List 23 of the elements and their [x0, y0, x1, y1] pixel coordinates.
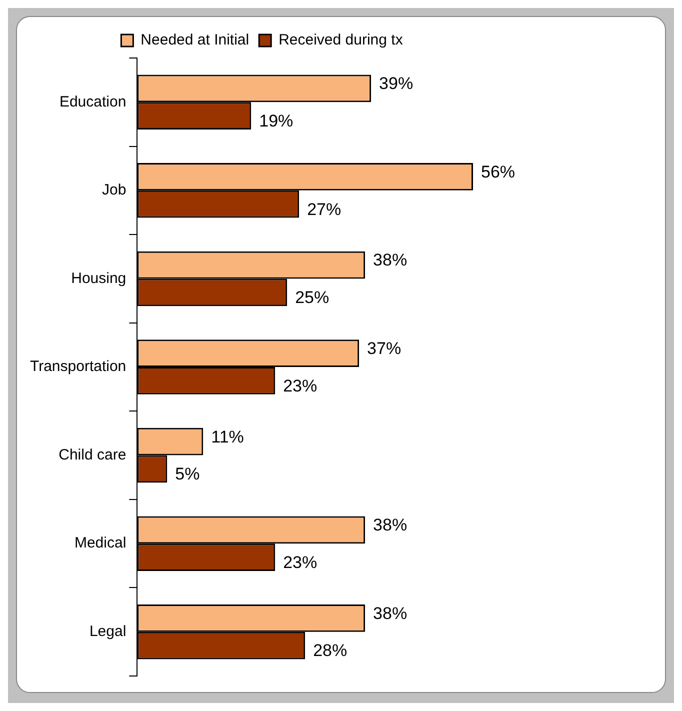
data-label: 38% — [373, 250, 408, 270]
y-tick-label: Education — [59, 93, 126, 110]
y-tick-label: Legal — [89, 623, 126, 640]
y-tick-label: Job — [102, 182, 126, 199]
data-label: 28% — [313, 641, 348, 660]
data-label: 19% — [259, 112, 294, 131]
y-tick-label: Housing — [71, 270, 126, 287]
data-label: 25% — [295, 288, 330, 308]
data-label: 56% — [481, 162, 516, 182]
data-label: 27% — [307, 200, 342, 219]
data-label: 39% — [379, 74, 414, 94]
data-label: 37% — [367, 339, 402, 358]
data-label: 38% — [373, 604, 408, 623]
legend-label: Needed at Initial — [140, 32, 250, 49]
data-label: 11% — [211, 427, 244, 446]
y-tick-label: Medical — [74, 534, 126, 552]
y-tick-label: Child care — [58, 446, 126, 464]
data-label: 38% — [373, 516, 408, 535]
data-label: 5% — [175, 464, 200, 484]
y-tick-label: Transportation — [30, 358, 126, 376]
data-label: 23% — [283, 376, 318, 396]
data-label: 23% — [283, 552, 318, 572]
legend-label: Received during tx — [278, 32, 404, 49]
